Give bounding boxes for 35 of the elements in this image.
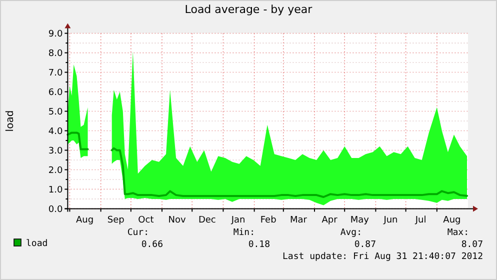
text: Cur:	[127, 228, 149, 238]
x-tick-label: Sep	[107, 216, 125, 226]
text: 0.87	[354, 240, 376, 250]
y-tick-label: 2.0	[48, 166, 63, 176]
x-tick-label: Jan	[230, 216, 246, 226]
x-tick-label: Jun	[382, 216, 398, 226]
text: Last update: Fri Aug 31 21:40:07 2012	[282, 252, 483, 262]
text: Min:	[233, 228, 255, 238]
x-tick-label: Aug	[443, 216, 461, 226]
x-tick-label: Jul	[414, 216, 426, 226]
y-tick-label: 1.0	[48, 185, 63, 196]
legend-label: load	[26, 239, 48, 249]
x-tick-label: Mar	[290, 216, 308, 226]
x-tick-label: Apr	[322, 216, 338, 226]
text: 0.66	[141, 240, 163, 250]
text: Avg:	[340, 228, 362, 238]
chart-title: Load average - by year	[184, 3, 313, 16]
y-tick-label: 5.0	[48, 107, 63, 118]
y-axis-title: load	[5, 110, 16, 132]
y-tick-label: 6.0	[48, 88, 63, 98]
text: 8.07	[461, 240, 483, 250]
y-tick-label: 9.0	[48, 29, 63, 40]
text: 0.18	[248, 240, 270, 250]
y-tick-label: 4.0	[48, 126, 63, 137]
y-tick-label: 3.0	[48, 146, 63, 156]
x-tick-label: Aug	[76, 216, 94, 226]
y-tick-label: 0.0	[48, 204, 63, 215]
x-tick-label: Nov	[168, 216, 187, 226]
x-tick-label: Dec	[198, 216, 216, 226]
y-tick-label: 8.0	[48, 48, 63, 59]
text: Max:	[447, 228, 469, 238]
x-tick-label: Oct	[138, 216, 154, 226]
x-tick-label: May	[350, 216, 370, 226]
y-tick-label: 7.0	[48, 68, 63, 78]
x-tick-label: Feb	[260, 216, 277, 226]
